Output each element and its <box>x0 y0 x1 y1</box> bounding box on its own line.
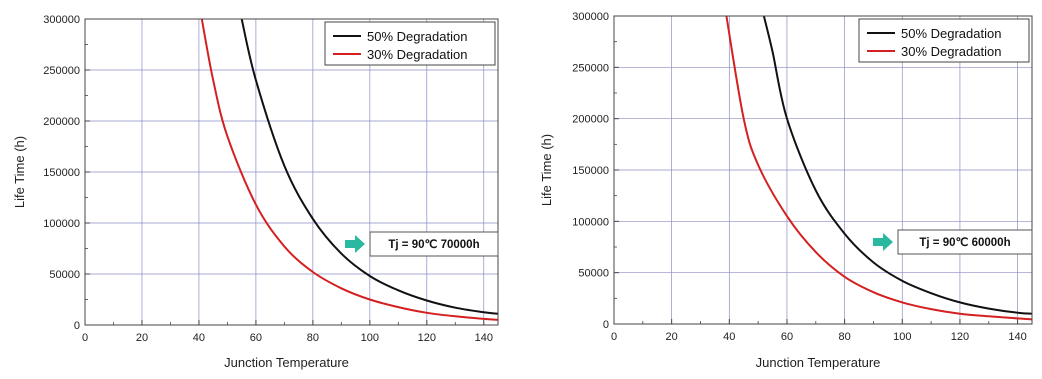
legend-label-1: 30% Degradation <box>367 47 467 62</box>
left-chart-svg: 0 20 40 60 80 100 120 140 0 50000 100000 150000 2000… <box>12 14 499 370</box>
y-tick-label: 100000 <box>43 218 80 230</box>
annotation-label: Tj = 90℃ 70000h <box>388 238 479 251</box>
legend-label-1: 30% Degradation <box>901 44 1001 59</box>
legend-label-0: 50% Degradation <box>367 29 467 44</box>
series-line-0 <box>762 16 1032 315</box>
legend-box <box>324 21 496 66</box>
x-tick-label: 100 <box>893 331 911 343</box>
chart-right: 0 20 40 60 80 100 120 140 0 50000 100000 150000 2000… <box>521 0 1042 374</box>
x-tick-label: 40 <box>723 331 735 343</box>
annotation-box <box>369 231 499 257</box>
y-tick-label: 200000 <box>43 116 80 128</box>
series-line-1 <box>725 16 1032 321</box>
y-tick-label: 300000 <box>572 11 609 23</box>
series-line-0 <box>240 19 498 315</box>
annotation-label: Tj = 90℃ 60000h <box>919 236 1010 249</box>
y-tick-label: 150000 <box>572 165 609 177</box>
y-tick-label: 50000 <box>49 269 80 281</box>
x-tick-label: 40 <box>193 332 205 344</box>
y-tick-label: 0 <box>74 320 80 332</box>
y-tick-label: 250000 <box>43 65 80 77</box>
y-tick-label: 150000 <box>43 167 80 179</box>
annotation-arrow-icon <box>873 233 893 251</box>
x-tick-label: 60 <box>781 331 793 343</box>
y-axis-label: Life Time (h) <box>12 136 27 208</box>
x-tick-label: 140 <box>475 332 493 344</box>
x-tick-label: 20 <box>136 332 148 344</box>
y-tick-label: 100000 <box>572 216 609 228</box>
y-tick-label: 0 <box>603 319 609 331</box>
x-tick-label: 60 <box>250 332 262 344</box>
x-tick-label: 0 <box>82 332 88 344</box>
x-tick-label: 0 <box>611 331 617 343</box>
x-axis-label: Junction Temperature <box>756 355 881 370</box>
x-tick-label: 80 <box>307 332 319 344</box>
x-tick-label: 80 <box>838 331 850 343</box>
x-tick-label: 120 <box>418 332 436 344</box>
legend-label-0: 50% Degradation <box>901 26 1001 41</box>
annotation-box <box>897 229 1033 255</box>
y-tick-label: 300000 <box>43 14 80 26</box>
y-axis-label: Life Time (h) <box>539 134 554 206</box>
x-tick-label: 120 <box>951 331 969 343</box>
right-chart-svg: 0 20 40 60 80 100 120 140 0 50000 100000 150000 2000… <box>539 11 1033 370</box>
legend-box <box>858 18 1030 63</box>
y-tick-label: 50000 <box>578 268 609 280</box>
chart-left: 0 20 40 60 80 100 120 140 0 50000 100000 150000 2000… <box>0 0 521 374</box>
x-tick-label: 20 <box>666 331 678 343</box>
x-axis-label: Junction Temperature <box>224 355 349 370</box>
series-line-1 <box>200 19 498 321</box>
y-tick-label: 200000 <box>572 114 609 126</box>
y-tick-label: 250000 <box>572 62 609 74</box>
x-tick-label: 100 <box>361 332 379 344</box>
x-tick-label: 140 <box>1008 331 1026 343</box>
annotation-arrow-icon <box>345 235 365 253</box>
